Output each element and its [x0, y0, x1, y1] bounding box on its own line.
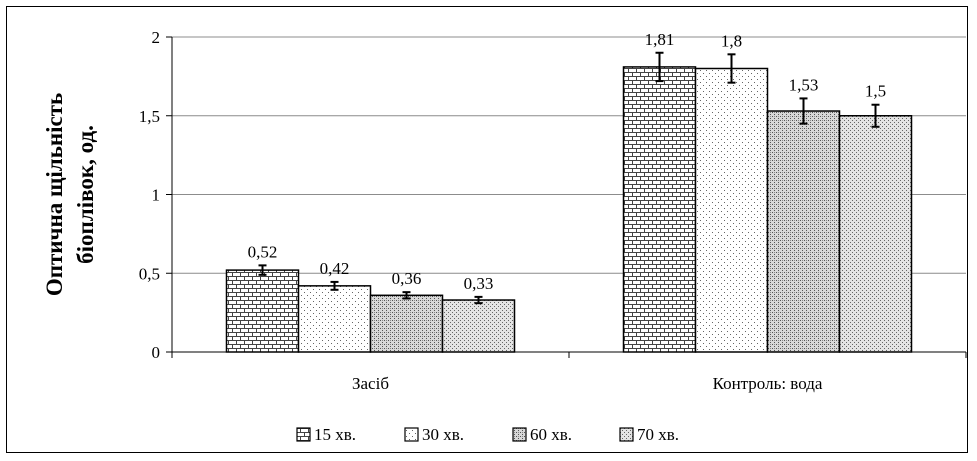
data-labels: 0,52 0,42 0,36 0,33 1,81 1,8 1,53 1,5	[248, 30, 887, 293]
y-axis-title-line: біоплівок, од.	[73, 125, 98, 264]
bar-4-1	[441, 299, 516, 353]
y-tick-label: 2	[152, 28, 161, 47]
y-tick-label: 1	[152, 186, 161, 205]
legend-swatch	[512, 427, 527, 442]
legend: 15 хв. 30 хв. 60 хв. 70 хв.	[296, 425, 679, 444]
legend-swatch	[619, 427, 634, 442]
data-label: 0,33	[464, 274, 494, 293]
data-label: 1,8	[721, 31, 742, 50]
data-label: 0,36	[392, 269, 422, 288]
y-tick-label: 0	[152, 343, 161, 362]
y-tick-labels: 0 0,5 1 1,5 2	[139, 28, 160, 362]
error-bars	[258, 51, 880, 305]
y-tick-label: 0,5	[139, 264, 160, 283]
bar-3-2	[766, 110, 841, 353]
data-label: 1,53	[789, 75, 819, 94]
bar-3-1	[369, 294, 444, 353]
data-label: 0,52	[248, 242, 278, 261]
legend-swatch	[404, 427, 419, 442]
x-tick-label: Контроль: вода	[713, 374, 823, 393]
data-label: 1,5	[865, 82, 886, 101]
bar-4-2	[838, 115, 913, 353]
y-tick-label: 1,5	[139, 107, 160, 126]
bar-2-1	[297, 285, 372, 353]
legend-label: 15 хв.	[314, 425, 356, 444]
bar-2-2	[694, 67, 769, 353]
legend-label: 30 хв.	[422, 425, 464, 444]
x-tick-labels: Засіб Контроль: вода	[352, 374, 823, 393]
x-tick-label: Засіб	[352, 374, 389, 393]
legend-swatch	[296, 427, 311, 442]
y-axis-label: Оптична щільність біоплівок, од.	[42, 93, 98, 296]
bars	[225, 66, 913, 353]
bar-1-2	[622, 66, 697, 353]
legend-label: 70 хв.	[637, 425, 679, 444]
bar-1-1	[225, 269, 300, 353]
data-label: 1,81	[645, 30, 675, 49]
y-axis-title-line: Оптична щільність	[42, 93, 67, 296]
legend-label: 60 хв.	[530, 425, 572, 444]
data-label: 0,42	[320, 259, 350, 278]
